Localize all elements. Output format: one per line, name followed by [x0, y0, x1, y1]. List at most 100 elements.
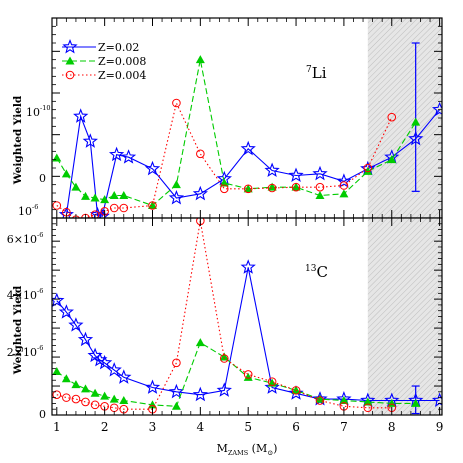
legend-marker [62, 38, 78, 54]
x-axis-symbol: M [217, 442, 228, 455]
data-point [106, 362, 122, 377]
data-point [240, 140, 256, 156]
shaded-region [367, 18, 442, 218]
data-point [77, 331, 94, 347]
x-axis-subscript: ZAMS [228, 449, 248, 457]
data-point [73, 108, 89, 123]
y-tick-label: 2×10 [7, 346, 37, 359]
data-point [267, 182, 277, 191]
y-tick-exponent: -6 [37, 231, 43, 239]
data-point [219, 178, 229, 187]
data-point [339, 189, 349, 198]
y-tick-label-bottom: 10 [18, 205, 32, 218]
x-tick-label: 8 [388, 420, 396, 434]
y-tick-label-0: 0 [39, 172, 46, 185]
lithium-panel [51, 17, 443, 219]
data-point [172, 358, 181, 368]
sun-symbol: ⊙ [267, 449, 273, 457]
data-point [240, 259, 256, 274]
data-point [363, 163, 373, 173]
data-point [119, 203, 129, 213]
x-tick-label: 1 [53, 420, 61, 434]
data-point [243, 372, 253, 381]
legend-marker [65, 70, 75, 80]
y-tick-exponent: -6 [37, 344, 43, 352]
carbon-annotation: 13C [305, 263, 328, 281]
x-axis-unit: (M [248, 442, 267, 455]
data-point [90, 193, 100, 202]
data-point [168, 189, 185, 205]
x-tick-label: 3 [149, 420, 157, 434]
data-point [144, 379, 161, 394]
isotope-mass: 13 [305, 264, 317, 274]
data-point [219, 352, 229, 361]
data-point [243, 184, 253, 194]
x-tick-label: 7 [340, 420, 348, 434]
data-point [219, 354, 229, 363]
isotope-mass: 7 [306, 65, 312, 75]
data-point [144, 160, 161, 176]
y-tick-exponent: -10 [40, 104, 50, 112]
y-tick-label: 6×10 [7, 233, 37, 246]
data-point [431, 101, 442, 117]
data-point [195, 338, 205, 347]
data-point [168, 383, 185, 399]
data-point [90, 388, 100, 397]
data-point [109, 394, 119, 403]
data-point [52, 153, 62, 162]
data-point [62, 393, 71, 402]
data-point [120, 149, 137, 164]
isotope-element: Li [312, 64, 327, 82]
x-axis-unit-end: ) [273, 442, 277, 455]
data-point [71, 182, 81, 191]
y-tick-label: 4×10 [7, 289, 37, 302]
legend-marker [65, 56, 75, 65]
data-point [387, 155, 397, 164]
data-point [267, 183, 277, 193]
data-point [147, 201, 157, 209]
data-point [58, 304, 74, 319]
y-tick-exponent: -6 [32, 203, 38, 211]
x-tick-label: 5 [244, 420, 252, 434]
y-axis-title: Weighted Yield [12, 285, 24, 375]
data-point [192, 386, 208, 402]
data-point [171, 180, 181, 189]
data-point [339, 181, 349, 190]
data-point [116, 369, 132, 384]
x-tick-label: 4 [197, 420, 205, 434]
data-point [171, 401, 181, 410]
data-point [61, 169, 71, 178]
data-point [339, 396, 349, 405]
data-point [100, 195, 110, 204]
data-point [192, 185, 208, 201]
data-point [264, 379, 280, 394]
series-line [65, 109, 441, 218]
data-point [264, 162, 280, 178]
data-point [52, 201, 62, 210]
data-point [411, 117, 421, 126]
data-point [363, 166, 373, 175]
data-point [216, 382, 232, 397]
data-point [172, 98, 181, 108]
data-point [408, 130, 424, 146]
data-point [90, 400, 100, 410]
legend-label: Z=0.004 [98, 69, 146, 82]
data-point [52, 390, 62, 400]
data-point [291, 182, 301, 192]
lithium-annotation: 7Li [306, 64, 327, 82]
data-point [61, 374, 71, 383]
data-point [97, 354, 113, 370]
carbon-panel [51, 217, 443, 416]
y-tick-exponent: -6 [37, 287, 43, 295]
data-point [80, 384, 90, 393]
data-point [312, 165, 328, 181]
data-point [108, 146, 125, 162]
error-bar [411, 42, 420, 192]
data-point [291, 386, 301, 395]
data-point [109, 191, 119, 199]
data-point [196, 149, 205, 159]
x-tick-label: 6 [292, 420, 300, 434]
data-point [52, 367, 62, 376]
data-point [100, 391, 110, 400]
